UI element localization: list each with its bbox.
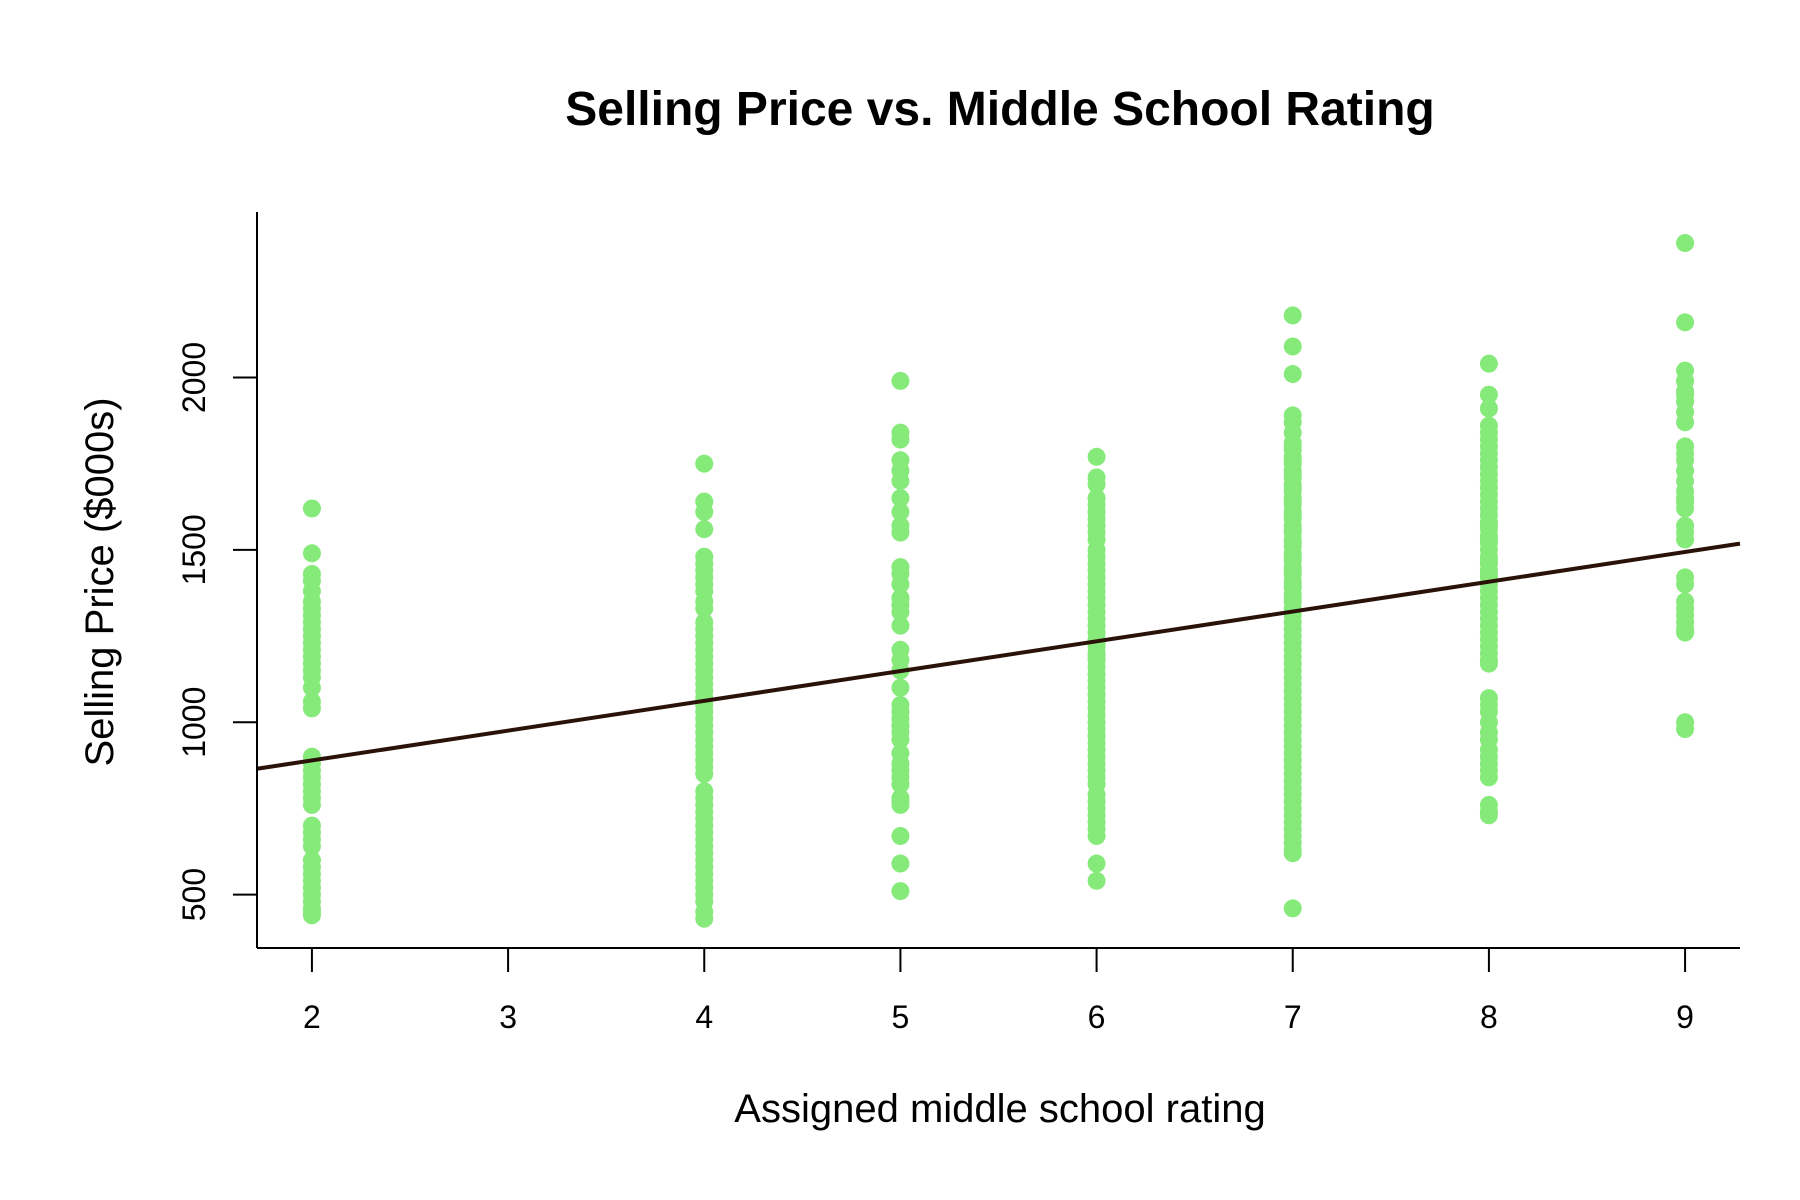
data-point <box>1283 547 1302 566</box>
data-point <box>1479 530 1498 549</box>
data-point <box>1479 516 1498 535</box>
data-point <box>891 430 910 449</box>
data-point <box>1087 871 1106 890</box>
data-point <box>891 371 910 390</box>
data-point <box>891 502 910 521</box>
data-point <box>1087 447 1106 466</box>
data-point <box>1479 385 1498 404</box>
x-tick-label: 3 <box>499 999 517 1035</box>
data-point <box>891 523 910 542</box>
data-point <box>1676 575 1695 594</box>
data-point <box>1283 520 1302 539</box>
x-tick-label: 8 <box>1480 999 1498 1035</box>
data-point <box>1087 475 1106 494</box>
data-point <box>1676 623 1695 642</box>
data-point <box>891 678 910 697</box>
data-point <box>302 499 321 518</box>
data-point <box>1479 564 1498 583</box>
data-point <box>695 764 714 783</box>
y-tick-label: 500 <box>176 868 212 921</box>
data-point <box>1087 854 1106 873</box>
x-axis-ticks: 2 3 4 5 6 7 8 9 <box>303 948 1694 1035</box>
y-tick-label: 1500 <box>176 514 212 585</box>
data-point <box>891 826 910 845</box>
data-point <box>302 699 321 718</box>
data-point <box>695 909 714 928</box>
data-point <box>1479 654 1498 673</box>
data-point <box>891 575 910 594</box>
data-point <box>302 544 321 563</box>
regression-line <box>256 541 1741 771</box>
data-point <box>1283 478 1302 497</box>
data-point <box>1676 720 1695 739</box>
data-point <box>891 730 910 749</box>
data-point <box>1283 451 1302 470</box>
data-point <box>1283 589 1302 608</box>
data-point <box>1087 826 1106 845</box>
data-point <box>891 589 910 608</box>
data-point <box>1479 354 1498 373</box>
y-tick-label: 2000 <box>176 342 212 413</box>
data-point <box>302 906 321 925</box>
data-point <box>1283 844 1302 863</box>
chart-title: Selling Price vs. Middle School Rating <box>565 83 1435 136</box>
data-point <box>1479 768 1498 787</box>
data-point <box>891 616 910 635</box>
data-point <box>1283 575 1302 594</box>
x-axis-label: Assigned middle school rating <box>734 1087 1265 1131</box>
x-tick-label: 6 <box>1088 999 1106 1035</box>
data-point <box>891 854 910 873</box>
data-point <box>891 882 910 901</box>
data-point <box>1479 806 1498 825</box>
data-point <box>695 454 714 473</box>
data-point <box>1676 530 1695 549</box>
data-point <box>1479 551 1498 570</box>
data-point <box>891 471 910 490</box>
data-point <box>1283 492 1302 511</box>
data-point <box>1087 647 1106 666</box>
y-axis-label: Selling Price ($000s) <box>78 397 122 766</box>
data-point <box>1676 385 1695 404</box>
data-points <box>302 234 1695 928</box>
x-tick-label: 5 <box>892 999 910 1035</box>
y-tick-label: 1000 <box>176 687 212 758</box>
x-tick-label: 7 <box>1284 999 1302 1035</box>
x-tick-label: 4 <box>695 999 713 1035</box>
x-tick-label: 2 <box>303 999 321 1035</box>
data-point <box>302 795 321 814</box>
data-point <box>695 520 714 539</box>
data-point <box>302 837 321 856</box>
data-point <box>1676 234 1695 253</box>
data-point <box>1283 561 1302 580</box>
data-point <box>891 716 910 735</box>
data-point <box>1283 306 1302 325</box>
data-point <box>1283 337 1302 356</box>
data-point <box>1283 899 1302 918</box>
data-point <box>695 599 714 618</box>
data-point <box>1283 365 1302 384</box>
data-point <box>1676 413 1695 432</box>
data-point <box>1479 399 1498 418</box>
data-point <box>695 502 714 521</box>
data-point <box>1283 437 1302 456</box>
data-point <box>1283 464 1302 483</box>
data-point <box>891 602 910 621</box>
data-point <box>1283 506 1302 525</box>
data-point <box>891 775 910 794</box>
data-point <box>1676 371 1695 390</box>
data-point <box>1676 313 1695 332</box>
y-axis-ticks: 500 1000 1500 2000 <box>176 342 257 921</box>
data-point <box>891 489 910 508</box>
data-point <box>1676 489 1695 508</box>
x-tick-label: 9 <box>1676 999 1694 1035</box>
data-point <box>891 795 910 814</box>
data-point <box>1283 533 1302 552</box>
data-point <box>302 678 321 697</box>
